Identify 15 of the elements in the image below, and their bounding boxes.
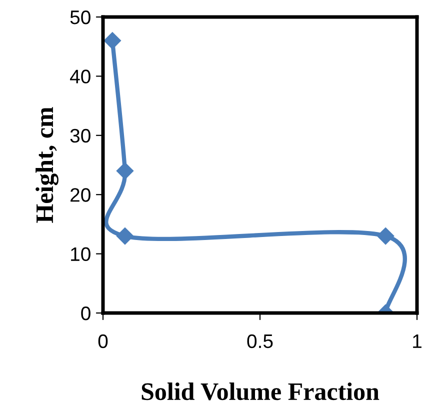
y-tick-label: 40: [70, 70, 90, 84]
x-tick-label: 0.5: [247, 334, 273, 348]
y-axis-title: Height, cm: [36, 107, 58, 223]
point: [116, 227, 134, 245]
point: [116, 162, 134, 180]
x-axis-title: Solid Volume Fraction: [142, 382, 380, 400]
x-tick-label: 0: [98, 334, 108, 348]
y-tick-label: 0: [81, 306, 90, 320]
y-tick-label: 10: [71, 247, 90, 262]
x-tick-label: 1: [413, 334, 422, 348]
y-tick-label: 20: [70, 188, 90, 202]
point: [104, 32, 121, 50]
y-tick-label: 50: [70, 10, 90, 24]
point: [377, 227, 394, 245]
y-tick-label: 30: [70, 128, 90, 143]
